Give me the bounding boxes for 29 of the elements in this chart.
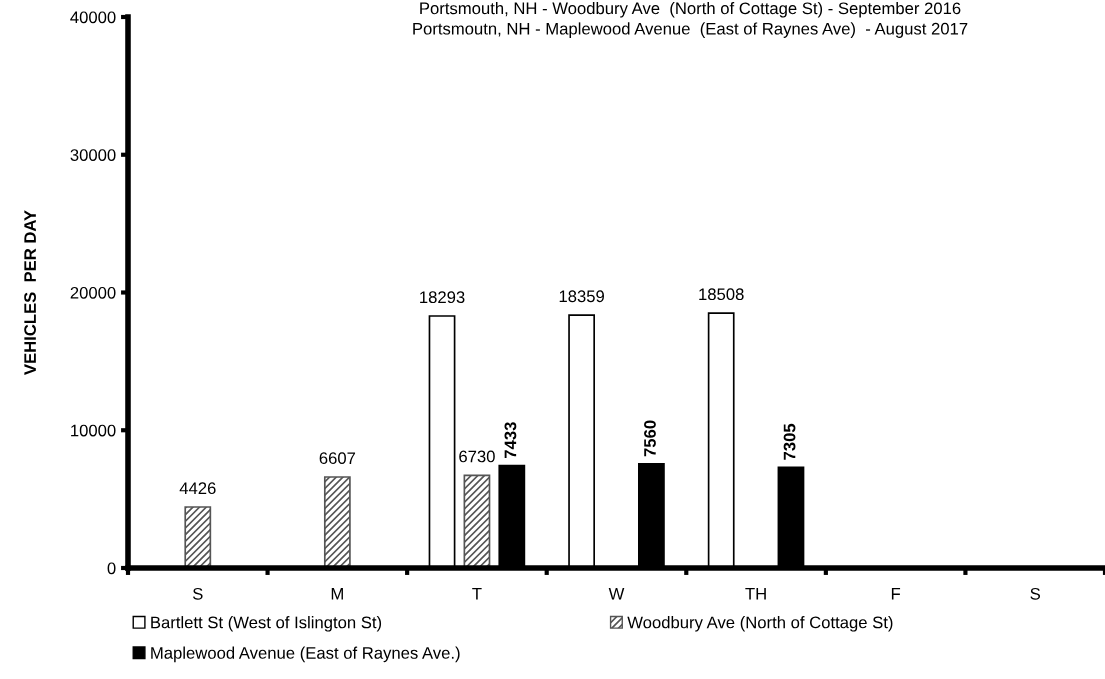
data-label: 6607	[319, 452, 356, 465]
data-label: 7560	[644, 420, 656, 457]
y-tick-label: 0	[107, 562, 116, 575]
x-tick-label: S	[1030, 587, 1041, 600]
bar	[323, 476, 351, 568]
x-tick-label: F	[891, 588, 901, 600]
chart-title: Portsmouth, NH - Woodbury Ave (North of Cottage St) - September 2016 Portsmoutn, NH - Maplewood Avenue (East of Raynes Ave) - August 2017	[413, 2, 968, 38]
y-tick-label: 20000	[70, 286, 116, 299]
data-label: 6730	[459, 450, 495, 463]
data-label: 18293	[420, 291, 465, 304]
legend-label: Woodbury Ave (North of Cottage St)	[627, 616, 893, 632]
legend-label: Bartlett St (West of Islington St)	[151, 616, 382, 632]
y-tick-label: 30000	[70, 149, 116, 161]
bar	[184, 506, 212, 568]
bar	[463, 474, 491, 568]
x-tick-label: S	[192, 587, 203, 600]
data-label: 4426	[179, 482, 216, 495]
x-tick-label: TH	[745, 588, 766, 600]
legend-label: Maplewood Avenue (East of Raynes Ave.)	[151, 646, 460, 663]
data-label: 7433	[504, 422, 517, 459]
x-tick-label: M	[331, 588, 343, 600]
data-label: 18508	[699, 288, 744, 301]
y-tick-label: 10000	[71, 424, 116, 437]
x-tick-label: W	[608, 588, 625, 600]
data-label: 7305	[783, 423, 796, 460]
data-label: 18359	[559, 290, 604, 303]
y-axis-title: VEHICLES PER DAY	[24, 210, 36, 375]
x-tick-label: T	[472, 588, 482, 600]
y-tick-label: 40000	[70, 11, 116, 24]
